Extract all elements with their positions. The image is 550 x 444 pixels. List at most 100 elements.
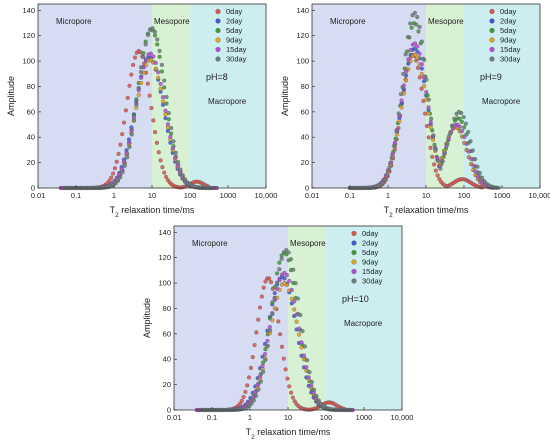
data-point: [277, 260, 282, 265]
data-point: [473, 169, 478, 174]
legend-marker: [351, 249, 357, 256]
data-point: [118, 142, 123, 147]
data-point: [417, 51, 422, 56]
legend-marker: [215, 27, 221, 34]
data-point: [180, 173, 185, 178]
legend-label: 15day: [226, 45, 247, 54]
legend-label: 15day: [362, 267, 383, 276]
data-point: [265, 343, 270, 348]
mesopore-region: [426, 4, 464, 188]
legend-marker: [351, 268, 357, 275]
data-point: [412, 10, 417, 16]
data-point: [114, 159, 119, 164]
data-point: [388, 160, 393, 165]
x-tick-label: 10: [422, 191, 430, 200]
region-label-mesopore: Mesopore: [154, 17, 190, 26]
data-point: [164, 174, 169, 179]
data-point: [252, 343, 257, 348]
data-point: [413, 41, 418, 46]
data-point: [299, 340, 304, 345]
data-point: [261, 369, 266, 374]
data-point: [438, 166, 443, 171]
data-point: [305, 358, 310, 363]
data-point: [145, 32, 151, 37]
legend-label: 15day: [500, 45, 521, 54]
data-point: [404, 78, 409, 83]
data-point: [430, 137, 436, 142]
data-point: [152, 33, 157, 38]
data-point: [118, 175, 123, 180]
data-point: [168, 134, 173, 139]
data-point: [298, 312, 303, 317]
y-tick-label: 20: [27, 158, 35, 167]
data-point: [121, 120, 127, 125]
data-point: [445, 141, 450, 146]
data-point: [134, 102, 139, 107]
data-point: [433, 168, 438, 173]
y-tick-label: 140: [158, 228, 171, 237]
data-point: [136, 86, 141, 91]
data-point: [258, 379, 263, 384]
data-point: [171, 139, 176, 144]
data-point: [156, 75, 161, 80]
data-point: [143, 42, 148, 47]
y-axis-title: Amplitude: [280, 76, 290, 116]
data-point: [477, 170, 482, 176]
data-point: [424, 123, 429, 128]
data-point: [415, 65, 421, 70]
data-point: [116, 151, 121, 156]
legend-label: 0day: [362, 229, 379, 238]
ph-label: pH=9: [480, 72, 502, 82]
data-point: [107, 178, 112, 183]
data-point: [431, 133, 436, 138]
data-point: [254, 393, 259, 398]
data-point: [316, 398, 321, 403]
data-point: [160, 165, 165, 170]
data-point: [157, 48, 162, 53]
data-point: [286, 250, 291, 255]
data-point: [241, 394, 246, 400]
data-point: [141, 51, 146, 56]
data-point: [380, 180, 385, 185]
x-tick-label: 1000: [220, 191, 237, 200]
data-point: [153, 130, 158, 135]
legend-label: 5day: [226, 26, 243, 35]
data-point: [302, 344, 307, 349]
data-point: [408, 21, 413, 26]
data-point: [152, 29, 157, 34]
y-tick-label: 80: [163, 304, 171, 313]
data-point: [127, 144, 132, 149]
data-point: [248, 365, 253, 371]
legend-label: 0day: [500, 7, 517, 16]
data-point: [405, 34, 410, 40]
data-point: [123, 108, 128, 113]
data-point: [160, 102, 166, 107]
data-point: [250, 355, 255, 360]
legend-label: 2day: [500, 17, 517, 26]
x-tick-label: 0.01: [305, 191, 320, 200]
data-point: [307, 370, 312, 375]
data-point: [469, 156, 474, 161]
data-point: [164, 94, 169, 100]
data-point: [162, 85, 167, 90]
data-point: [449, 123, 455, 128]
data-point: [409, 25, 414, 30]
data-point: [299, 345, 304, 350]
data-point: [289, 390, 294, 395]
x-axis-title: T2 relaxation time/ms: [110, 205, 195, 219]
legend-label: 30day: [226, 55, 247, 64]
data-point: [397, 119, 402, 124]
legend-marker: [215, 46, 221, 53]
data-point: [428, 125, 433, 130]
data-point: [422, 57, 427, 62]
data-point: [255, 382, 260, 388]
data-point: [138, 69, 144, 75]
data-point: [393, 136, 398, 141]
x-tick-label: 10: [148, 191, 156, 200]
data-point: [447, 132, 452, 137]
data-point: [178, 167, 183, 172]
data-point: [431, 162, 437, 167]
chart-panel-2: Micropore Mesopore Macropore pH=9 0.01 0.1 1 10…: [280, 3, 550, 219]
y-tick-label: 0: [167, 406, 171, 415]
